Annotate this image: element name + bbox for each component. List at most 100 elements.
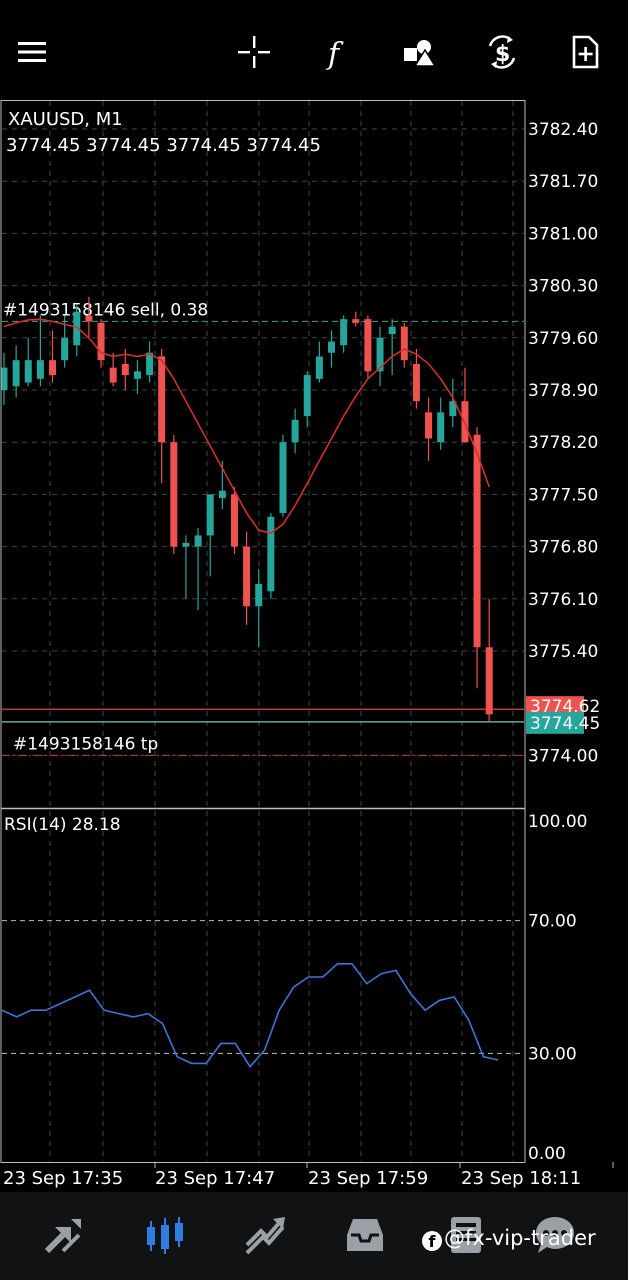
price-tick-label: 3778.90 <box>528 381 598 401</box>
candle <box>133 360 141 394</box>
history-icon[interactable] <box>340 1210 390 1260</box>
chart-canvas[interactable]: #1493158146 sell, 0.38 #1493158146 tp 378… <box>0 100 628 1192</box>
moving-average <box>3 318 490 535</box>
chart-frame <box>0 100 526 1163</box>
price-tick-label: 3781.00 <box>528 224 598 244</box>
candle-body <box>182 542 190 547</box>
candle-body <box>243 546 251 607</box>
price-tick-label: 3782.40 <box>528 120 598 140</box>
price-lines: #1493158146 sell, 0.38 #1493158146 tp <box>2 300 524 756</box>
time-tick-label: 23 Sep 17:35 <box>3 1168 123 1189</box>
indicators-icon[interactable]: f <box>315 30 359 74</box>
candle <box>24 337 32 387</box>
trade-icon[interactable] <box>240 1210 290 1260</box>
candle-body <box>267 516 275 592</box>
candle-body <box>473 434 481 648</box>
rsi-tick-label: 70.00 <box>528 912 577 932</box>
candle <box>243 531 251 625</box>
time-tick-label: 23 Sep 18:11 <box>461 1168 581 1189</box>
candle-body <box>36 360 44 379</box>
time-tick-label: 23 Sep 17:59 <box>308 1168 428 1189</box>
menu-icon[interactable] <box>10 30 54 74</box>
order-line-label: #1493158146 sell, 0.38 <box>3 300 208 320</box>
ohlc-label: 3774.45 3774.45 3774.45 3774.45 <box>6 135 321 156</box>
candle-body <box>0 367 8 390</box>
candle-body <box>291 419 299 443</box>
candle <box>425 397 433 461</box>
price-tick-label: 3777.50 <box>528 485 598 505</box>
price-tick-label: 3774.00 <box>528 746 598 766</box>
candle <box>0 352 8 405</box>
candles <box>0 296 493 722</box>
candle <box>267 513 275 599</box>
candle <box>97 319 105 368</box>
candle <box>170 434 178 555</box>
candle <box>121 348 129 390</box>
rsi-tick-label: 30.00 <box>528 1044 577 1064</box>
candle <box>315 341 323 383</box>
candle-body <box>340 319 348 346</box>
candle-body <box>109 367 117 383</box>
candle <box>485 598 493 722</box>
candle-body <box>437 412 445 443</box>
candle <box>279 434 287 517</box>
trade-icon[interactable]: $ <box>480 30 524 74</box>
objects-icon[interactable] <box>397 30 441 74</box>
candle-body <box>218 490 226 499</box>
top-toolbar: f $ <box>0 0 628 100</box>
bid-price-label: 3774.45 <box>530 714 600 734</box>
candle-body <box>170 442 178 547</box>
candle <box>437 397 445 450</box>
candle <box>85 296 93 338</box>
bid-price-tag <box>526 711 584 734</box>
grid <box>2 101 524 1162</box>
candle-body <box>449 401 457 417</box>
candle-body <box>315 356 323 379</box>
candle-body <box>279 442 287 514</box>
candle-body <box>255 583 263 607</box>
candle-body <box>400 326 408 361</box>
candle-body <box>352 319 360 323</box>
candle-body <box>85 315 93 322</box>
price-tick-label: 3778.20 <box>528 433 598 453</box>
price-tick-label: 3780.30 <box>528 277 598 297</box>
ma-line <box>3 318 490 535</box>
candle <box>146 341 154 383</box>
candle <box>473 427 481 689</box>
rsi-tick-label: 100.00 <box>528 812 587 832</box>
candle <box>49 330 57 383</box>
bottom-nav <box>0 1192 628 1280</box>
candle-body <box>133 371 141 379</box>
candle-body <box>230 494 238 547</box>
candle-body <box>97 322 105 361</box>
candle-body <box>485 647 493 715</box>
candle <box>303 371 311 428</box>
messages-icon[interactable] <box>530 1210 580 1260</box>
quotes-icon[interactable] <box>38 1210 88 1260</box>
news-icon[interactable] <box>440 1210 490 1260</box>
chart-icon[interactable] <box>140 1210 190 1260</box>
time-tick-label: 23 Sep 17:47 <box>155 1168 275 1189</box>
price-tick-label: 3776.80 <box>528 538 598 558</box>
candle-body <box>12 360 20 387</box>
candle-body <box>194 535 202 547</box>
new-order-icon[interactable] <box>563 30 607 74</box>
chart-area[interactable]: #1493158146 sell, 0.38 #1493158146 tp 378… <box>0 100 628 1192</box>
candle-body <box>146 352 154 376</box>
candle-body <box>61 337 69 361</box>
candle-body <box>328 341 336 353</box>
symbol-label: XAUUSD, M1 <box>8 109 123 130</box>
candle-body <box>73 311 81 346</box>
candle-body <box>376 337 384 372</box>
candle <box>36 315 44 387</box>
candle-body <box>425 412 433 439</box>
candle-body <box>303 375 311 417</box>
price-tick-label: 3781.70 <box>528 172 598 192</box>
candle <box>364 315 372 379</box>
candle <box>291 408 299 454</box>
candle <box>376 326 384 387</box>
crosshair-icon[interactable] <box>232 30 276 74</box>
candle <box>412 348 420 409</box>
candle <box>230 486 238 555</box>
candle <box>449 378 457 428</box>
